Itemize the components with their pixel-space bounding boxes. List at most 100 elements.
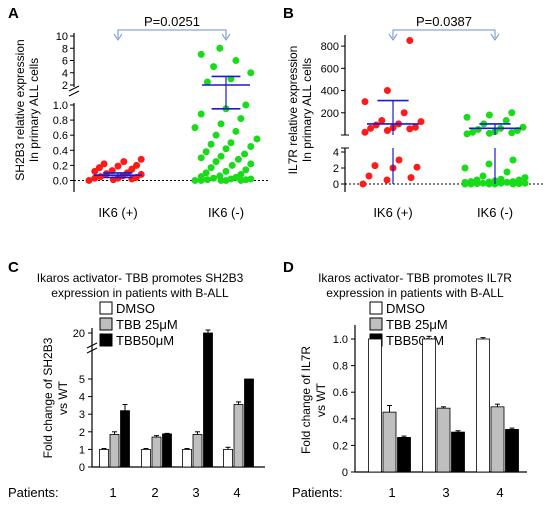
x-category-label: 1 xyxy=(388,485,395,500)
data-point xyxy=(485,111,493,119)
legend-label: DMSO xyxy=(116,301,155,316)
bar xyxy=(192,434,203,468)
significance-bracket xyxy=(117,29,227,38)
legend-swatch xyxy=(99,317,113,331)
x-category-label: 1 xyxy=(109,485,116,500)
data-point xyxy=(508,129,516,137)
axis-break-mark xyxy=(86,347,98,354)
data-point xyxy=(133,161,141,169)
y-axis-label-line: SH2B3 relative expression xyxy=(13,39,27,180)
y-tick-label: 0 xyxy=(79,462,85,474)
legend-label: DMSO xyxy=(386,301,425,316)
panel-c-bar: Ikaros activator- TBB promotes SH2B3expr… xyxy=(8,271,265,500)
bracket-arrow xyxy=(113,33,123,41)
bar xyxy=(99,448,109,468)
bar xyxy=(162,433,172,468)
data-point xyxy=(467,178,475,186)
data-point xyxy=(508,109,516,117)
data-point xyxy=(191,176,199,184)
data-point xyxy=(509,178,517,186)
data-point xyxy=(378,117,386,125)
data-point xyxy=(367,124,375,132)
legend-label: TBB 25μM xyxy=(116,317,178,332)
data-point xyxy=(207,164,215,172)
data-point xyxy=(217,120,225,128)
y-tick-label: 3 xyxy=(79,409,85,421)
legend-swatch xyxy=(369,317,383,331)
y-tick-label: 2 xyxy=(62,80,68,92)
axis-break-mark xyxy=(68,85,80,92)
data-point xyxy=(365,172,373,180)
data-point xyxy=(212,158,220,166)
data-point xyxy=(203,176,211,184)
x-axis-prefix: Patients: xyxy=(8,485,59,500)
data-point xyxy=(473,176,481,184)
data-point xyxy=(247,69,255,77)
data-point xyxy=(521,174,529,182)
data-point xyxy=(521,179,529,187)
data-point xyxy=(253,135,261,143)
data-point xyxy=(463,113,471,121)
p-value-annotation: P=0.0387 xyxy=(416,14,472,29)
panel-d-bar: Ikaros activator- TBB promotes IL7Rexpre… xyxy=(292,271,527,500)
y-tick-label: 0.0 xyxy=(53,175,68,187)
significance-bracket xyxy=(392,29,496,38)
data-point xyxy=(485,178,493,186)
data-point xyxy=(469,128,477,136)
bar xyxy=(141,448,151,468)
data-point xyxy=(497,175,505,183)
chart-title-line: expression in patients with B-ALL xyxy=(51,286,229,300)
data-point xyxy=(217,152,225,160)
data-point xyxy=(227,139,235,147)
data-point xyxy=(406,37,414,45)
data-point xyxy=(120,158,128,166)
y-axis-label-line: IL7R relative expression xyxy=(286,46,300,175)
bar xyxy=(505,429,519,473)
data-point xyxy=(216,44,224,52)
y-tick-label: 0.2 xyxy=(53,160,68,172)
y-axis-label: IL7R relative expression In primary ALL c… xyxy=(286,46,314,175)
y-tick-label: 0.6 xyxy=(53,130,68,142)
y-axis-label-line: In primary ALL cells xyxy=(27,58,41,162)
data-point xyxy=(411,123,419,131)
y-tick-label: 0 xyxy=(333,179,339,191)
data-point xyxy=(247,175,255,183)
y-tick-label: 0.8 xyxy=(53,115,68,127)
y-tick-label: 4 xyxy=(79,392,85,404)
y-axis-label-line: In primary ALL cells xyxy=(300,58,314,162)
y-tick-label: 4 xyxy=(62,68,68,80)
bar xyxy=(476,338,490,473)
bar xyxy=(451,431,465,473)
data-point xyxy=(503,168,511,176)
data-point xyxy=(395,156,403,164)
panel-letter-b: B xyxy=(283,5,294,22)
data-point xyxy=(232,127,240,135)
data-point xyxy=(210,63,218,71)
data-point xyxy=(519,123,527,131)
legend-swatch xyxy=(369,301,383,315)
data-point xyxy=(383,176,391,184)
y-tick-label: 8 xyxy=(62,43,68,55)
x-category-label: 3 xyxy=(442,485,449,500)
bar xyxy=(397,437,411,473)
data-point xyxy=(85,176,93,184)
bracket-arrow xyxy=(388,33,398,41)
y-axis-label-line: Fold change of IL7R xyxy=(299,346,313,454)
legend-swatch xyxy=(99,333,113,347)
chart-title-line: Ikaros activator- TBB promotes SH2B3 xyxy=(37,271,244,285)
data-point xyxy=(203,78,211,86)
y-tick-label: 200 xyxy=(321,108,339,120)
data-point xyxy=(502,117,510,125)
panel-letter-c: C xyxy=(8,259,19,276)
data-point xyxy=(95,164,103,172)
bar xyxy=(120,410,130,468)
data-point xyxy=(372,121,380,129)
data-point xyxy=(237,170,245,178)
data-point xyxy=(222,145,230,153)
data-point xyxy=(207,140,215,148)
data-point xyxy=(461,164,469,172)
data-point xyxy=(128,165,136,173)
data-point xyxy=(202,148,210,156)
